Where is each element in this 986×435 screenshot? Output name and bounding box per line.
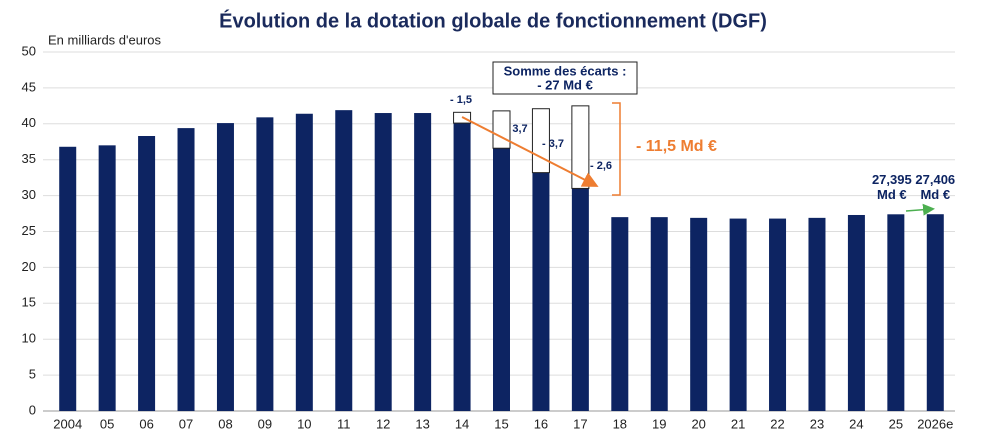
bar — [887, 214, 905, 411]
x-tick-label: 25 — [889, 416, 903, 431]
y-tick-label: 45 — [22, 79, 36, 94]
bar — [531, 108, 550, 174]
x-tick-label: 2004 — [53, 416, 82, 431]
trend-arrow — [461, 116, 599, 187]
bar — [374, 113, 392, 411]
bar — [532, 172, 550, 411]
bar — [729, 218, 747, 411]
bar — [571, 105, 590, 189]
y-tick-label: 40 — [22, 115, 36, 130]
y-axis-label: En milliards d'euros — [48, 32, 162, 47]
gap-label: 3,7 — [512, 123, 527, 135]
x-tick-label: 20 — [691, 416, 705, 431]
x-tick-label: 23 — [810, 416, 824, 431]
gap-label: - 2,6 — [590, 160, 612, 172]
value-label: 27,406 Md € — [915, 172, 956, 203]
x-tick-label: 08 — [218, 416, 232, 431]
bracket — [612, 102, 621, 196]
x-tick-label: 16 — [534, 416, 548, 431]
bar — [295, 113, 313, 412]
bar — [98, 145, 116, 411]
x-tick-label: 10 — [297, 416, 311, 431]
bar — [926, 214, 944, 411]
y-tick-label: 15 — [22, 295, 36, 310]
y-tick-label: 25 — [22, 223, 36, 238]
sum-box-total: - 27 Md € — [537, 77, 593, 92]
total-gap: - 11,5 Md € — [636, 138, 717, 155]
y-tick-label: 20 — [22, 259, 36, 274]
bar — [690, 217, 708, 411]
x-tick-label: 12 — [376, 416, 390, 431]
x-tick-label: 22 — [770, 416, 784, 431]
x-tick-label: 21 — [731, 416, 745, 431]
chart-title: Évolution de la dotation globale de fonc… — [219, 9, 767, 32]
bar — [650, 217, 668, 411]
bar — [493, 148, 510, 411]
value-label: 27,395 Md € — [871, 172, 912, 203]
x-tick-label: 05 — [100, 416, 114, 431]
x-tick-label: 11 — [337, 416, 351, 431]
bar — [453, 123, 471, 411]
sum-box-label: Somme des écarts : — [504, 63, 627, 78]
x-tick-label: 14 — [455, 416, 469, 431]
y-tick-label: 5 — [29, 367, 36, 382]
x-tick-label: 15 — [494, 416, 508, 431]
green-arrow — [905, 203, 935, 216]
x-tick-label: 24 — [849, 416, 863, 431]
gap-label: - 1,5 — [450, 94, 472, 106]
bar — [59, 146, 77, 411]
y-tick-label: 10 — [22, 331, 36, 346]
x-tick-label: 2026e — [917, 416, 953, 431]
y-tick-label: 30 — [22, 187, 36, 202]
x-tick-label: 07 — [179, 416, 193, 431]
x-tick-label: 13 — [415, 416, 429, 431]
y-tick-label: 0 — [29, 402, 36, 417]
bar — [177, 128, 195, 411]
x-tick-label: 19 — [652, 416, 666, 431]
sum-box — [492, 61, 638, 95]
bar — [847, 214, 865, 411]
x-tick-label: 06 — [139, 416, 153, 431]
bar — [769, 218, 787, 411]
bar — [256, 117, 274, 411]
y-tick-label: 50 — [22, 43, 36, 58]
gap-label: - 3,7 — [542, 138, 564, 150]
bar — [492, 110, 511, 149]
bar — [138, 136, 156, 412]
bar — [335, 110, 353, 412]
bar — [808, 217, 826, 411]
x-tick-label: 17 — [573, 416, 587, 431]
bar — [414, 113, 432, 411]
x-tick-label: 18 — [613, 416, 627, 431]
y-tick-label: 35 — [22, 151, 36, 166]
bar — [216, 123, 234, 411]
bar — [611, 217, 629, 411]
bar — [571, 188, 589, 411]
x-tick-label: 09 — [258, 416, 272, 431]
